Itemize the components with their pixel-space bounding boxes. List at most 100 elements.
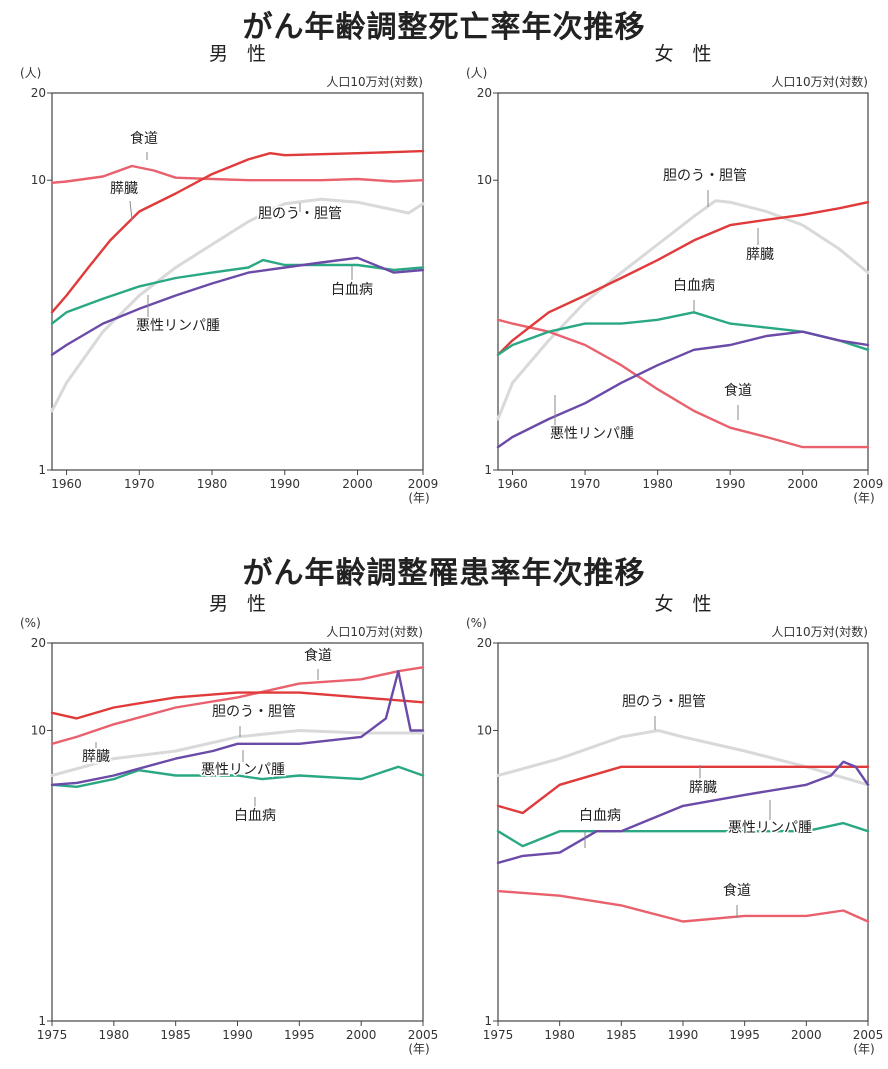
series-label: 白血病 (673, 278, 715, 294)
x-tick-label: 1980 (642, 477, 673, 491)
series-line (50, 149, 425, 314)
series-line (496, 765, 870, 815)
series-label: 食道 (723, 882, 751, 899)
scale-note: 人口10万対(対数) (771, 74, 868, 89)
x-tick-label: 2009 (408, 477, 439, 491)
series-label: 食道 (130, 130, 158, 147)
x-tick-label: 1980 (99, 1028, 130, 1042)
series-line (496, 821, 870, 848)
y-tick-label: 1 (484, 463, 492, 477)
series-line (50, 666, 425, 745)
series-label: 悪性リンパ腫 (136, 318, 220, 334)
series-label: 膵臓 (689, 780, 717, 796)
mortality-title: がん年齢調整死亡率年次推移 (242, 10, 646, 45)
y-tick-label: 20 (31, 86, 46, 100)
unit-label: (%) (466, 616, 487, 630)
x-tick-label: 2005 (408, 1028, 439, 1042)
x-tick-label: 1980 (544, 1028, 575, 1042)
series-line (50, 258, 425, 325)
x-tick-label: 2000 (787, 477, 818, 491)
unit-label: (人) (20, 66, 41, 80)
series-line (50, 164, 425, 185)
plot-frame (497, 92, 869, 471)
series-line (496, 330, 870, 449)
series-label: 食道 (304, 647, 332, 664)
x-tick-label: 2005 (853, 1028, 884, 1042)
y-tick-label: 10 (31, 723, 46, 737)
series-label: 胆のう・胆管 (258, 206, 342, 222)
series-label: 白血病 (331, 282, 373, 298)
y-tick-label: 20 (477, 86, 492, 100)
series-label: 白血病 (579, 808, 621, 824)
series-label: 悪性リンパ腫 (728, 820, 812, 836)
gender-title: 男 性 (209, 593, 266, 615)
series-line (496, 200, 870, 356)
y-tick-label: 10 (477, 173, 492, 187)
x-unit-label: (年) (408, 1042, 429, 1056)
series-label: 膵臓 (82, 749, 110, 765)
x-tick-label: 1980 (197, 477, 228, 491)
x-tick-label: 1990 (668, 1028, 699, 1042)
series-label: 膵臓 (746, 247, 774, 263)
series-label: 悪性リンパ腫 (201, 762, 285, 778)
scale-note: 人口10万対(対数) (326, 74, 423, 89)
gender-title: 男 性 (209, 43, 266, 65)
series-label: 食道 (724, 382, 752, 399)
x-tick-label: 1960 (51, 477, 82, 491)
y-tick-label: 20 (31, 636, 46, 650)
x-tick-label: 1975 (37, 1028, 68, 1042)
series-line (496, 729, 870, 787)
y-tick-label: 1 (38, 463, 46, 477)
x-tick-label: 1995 (284, 1028, 315, 1042)
leader-line (129, 200, 133, 221)
plot-frame (51, 642, 424, 1022)
x-tick-label: 1970 (124, 477, 155, 491)
series-line (496, 760, 870, 865)
x-tick-label: 1985 (160, 1028, 191, 1042)
x-tick-label: 1995 (729, 1028, 760, 1042)
x-tick-label: 1990 (715, 477, 746, 491)
series-label: 膵臓 (110, 181, 138, 197)
series-line (50, 691, 425, 720)
series-label: 胆のう・胆管 (212, 704, 296, 720)
y-tick-label: 1 (484, 1014, 492, 1028)
x-unit-label: (年) (853, 1042, 874, 1056)
incidence-title: がん年齢調整罹患率年次推移 (242, 556, 646, 591)
y-tick-label: 10 (31, 173, 46, 187)
gender-title: 女 性 (654, 43, 711, 65)
y-tick-label: 1 (38, 1014, 46, 1028)
scale-note: 人口10万対(対数) (326, 624, 423, 639)
series-label: 胆のう・胆管 (622, 694, 706, 710)
x-tick-label: 1985 (606, 1028, 637, 1042)
series-line (50, 670, 425, 786)
series-label: 胆のう・胆管 (663, 168, 747, 184)
x-tick-label: 1990 (222, 1028, 253, 1042)
gender-title: 女 性 (654, 593, 711, 615)
x-tick-label: 2000 (346, 1028, 377, 1042)
series-line (496, 199, 870, 421)
series-line (50, 729, 425, 777)
x-tick-label: 2009 (853, 477, 884, 491)
unit-label: (人) (466, 66, 487, 80)
series-line (50, 197, 425, 413)
series-label: 悪性リンパ腫 (550, 426, 634, 442)
x-tick-label: 1975 (483, 1028, 514, 1042)
series-line (50, 765, 425, 788)
series-line (496, 889, 870, 923)
x-tick-label: 1970 (570, 477, 601, 491)
x-tick-label: 2000 (342, 477, 373, 491)
series-label: 白血病 (234, 808, 276, 824)
plot-frame (51, 92, 424, 471)
x-unit-label: (年) (408, 491, 429, 505)
series-line (496, 318, 870, 449)
series-line (50, 256, 425, 356)
y-tick-label: 10 (477, 723, 492, 737)
x-tick-label: 1990 (270, 477, 301, 491)
unit-label: (%) (20, 616, 41, 630)
x-unit-label: (年) (853, 491, 874, 505)
x-tick-label: 2000 (791, 1028, 822, 1042)
x-tick-label: 1960 (497, 477, 528, 491)
scale-note: 人口10万対(対数) (771, 624, 868, 639)
y-tick-label: 20 (477, 636, 492, 650)
